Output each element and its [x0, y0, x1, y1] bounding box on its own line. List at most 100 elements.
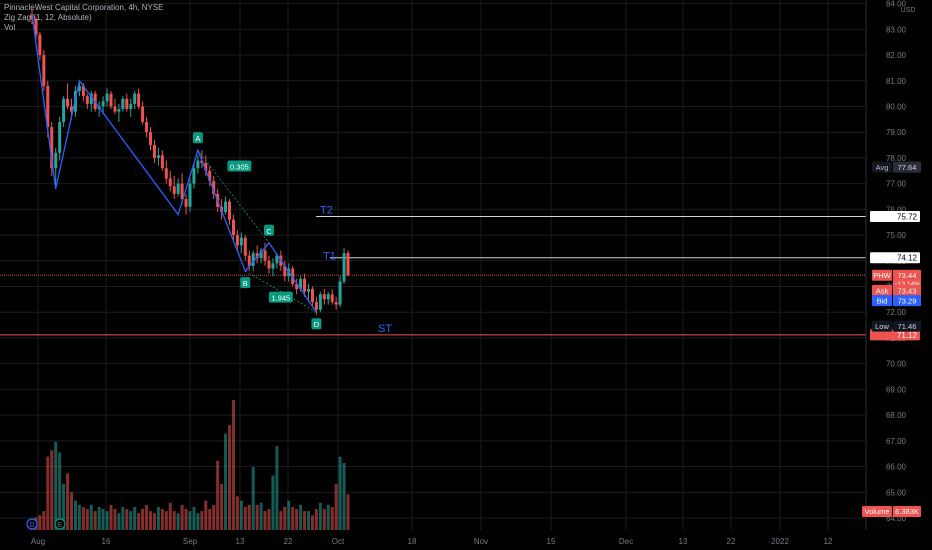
candle — [168, 170, 172, 192]
svg-text:D: D — [314, 320, 320, 329]
level-price-tag: 71.12 — [870, 329, 920, 341]
volume-bar — [188, 511, 192, 530]
candle — [89, 91, 93, 112]
candle — [291, 265, 295, 287]
volume-bar — [42, 511, 46, 530]
time-tick-label: 13 — [236, 537, 245, 546]
price-tags: 75.7274.1271.12Avg77.64PHW73.44−13.14%02… — [26, 161, 921, 530]
volume-bar — [287, 500, 291, 530]
time-tick-label: Oct — [332, 537, 345, 546]
svg-text:0.305: 0.305 — [230, 163, 249, 172]
zigzag-indicator-label[interactable]: Zig Zag (1, 12, Absolute) — [4, 13, 92, 22]
event-marker-d[interactable]: D — [26, 518, 38, 530]
volume-bar — [200, 511, 204, 530]
volume-bar — [160, 509, 164, 530]
volume-bar — [299, 504, 303, 530]
price-tag-low: Low 71.46 — [872, 320, 921, 332]
volume-indicator-label[interactable]: Vol — [4, 23, 16, 32]
candle — [101, 96, 105, 115]
price-tick-label: 77.00 — [886, 180, 907, 189]
candle — [156, 147, 160, 166]
candle — [295, 278, 299, 295]
volume-bar — [145, 504, 149, 530]
candle — [58, 116, 62, 161]
pattern-point-label: D — [311, 318, 322, 330]
volume-bar — [303, 511, 307, 530]
price-tick-label: 75.00 — [886, 231, 907, 240]
candle — [330, 289, 334, 305]
candle — [231, 214, 235, 241]
time-tick-label: 22 — [727, 537, 736, 546]
volume-bar — [46, 456, 50, 530]
svg-text:74.12: 74.12 — [897, 254, 918, 263]
candle — [62, 96, 66, 128]
pattern-connector — [197, 149, 270, 244]
volume-bar — [133, 506, 137, 530]
price-tag-ask: Ask 73.43 — [872, 284, 921, 296]
volume-bar — [176, 513, 180, 530]
volume-bar — [70, 492, 73, 530]
candle — [307, 283, 310, 302]
symbol-title: PinnacleWest Capital Corporation, 4h, NY… — [4, 3, 164, 12]
candle — [247, 250, 251, 272]
candle — [228, 199, 231, 225]
price-tick-label: 68.00 — [886, 411, 907, 420]
chart-legend: PinnacleWest Capital Corporation, 4h, NY… — [4, 3, 164, 33]
volume-bar — [314, 509, 318, 530]
svg-text:73.44: 73.44 — [898, 271, 917, 280]
candle — [239, 232, 243, 254]
candle — [152, 139, 156, 164]
volume-bar — [212, 504, 216, 530]
price-tick-label: 69.00 — [886, 385, 907, 394]
candle — [164, 160, 168, 184]
chart-grid — [0, 0, 866, 530]
candle — [346, 250, 350, 277]
volume-bar — [62, 483, 66, 530]
volume-bar — [77, 504, 81, 530]
price-tick-label: 78.00 — [886, 154, 907, 163]
candle — [188, 178, 192, 212]
volume-bar — [180, 504, 184, 530]
svg-text:−13.14%: −13.14% — [894, 281, 920, 288]
svg-text:71.12: 71.12 — [897, 331, 918, 340]
price-tick-label: 82.00 — [886, 51, 907, 60]
candle — [38, 31, 42, 61]
svg-text:73.29: 73.29 — [898, 297, 917, 306]
volume-bar — [149, 511, 152, 530]
volume-bar — [243, 506, 247, 530]
svg-text:1.945: 1.945 — [271, 294, 290, 303]
candle — [184, 193, 188, 215]
time-tick-label: 18 — [408, 537, 417, 546]
volume-bar — [271, 475, 275, 530]
event-marker-e[interactable]: E — [54, 518, 66, 530]
volume-bar — [342, 462, 346, 530]
pattern-point-label: B — [240, 277, 251, 289]
price-tag-avg: Avg 77.64 — [872, 161, 921, 173]
volume-bar — [66, 473, 70, 530]
volume-bar — [141, 509, 145, 530]
volume-bar — [326, 504, 330, 530]
level-price-tag: 75.72 — [870, 211, 920, 223]
candle — [259, 247, 263, 264]
time-tick-label: Dec — [619, 537, 633, 546]
price-tick-label: 83.00 — [886, 25, 907, 34]
candle — [42, 49, 46, 92]
price-tick-label: 66.00 — [886, 463, 907, 472]
time-tick-label: Aug — [31, 537, 45, 546]
svg-text:Low: Low — [875, 322, 889, 331]
volume-bar — [172, 511, 176, 530]
level-label-t1: T1 — [323, 251, 336, 263]
volume-bar — [38, 515, 42, 530]
volume-bar — [196, 513, 200, 530]
volume-bar — [85, 509, 89, 530]
volume-bar — [81, 506, 85, 530]
time-tick-label: 22 — [284, 537, 293, 546]
fib-ratio-label: 0.305 — [227, 160, 252, 172]
volume-bar — [208, 509, 212, 530]
candle — [208, 165, 212, 187]
volume-bar — [346, 494, 350, 530]
candle — [192, 163, 196, 189]
svg-text:Ask: Ask — [876, 286, 889, 295]
candle — [318, 291, 322, 313]
